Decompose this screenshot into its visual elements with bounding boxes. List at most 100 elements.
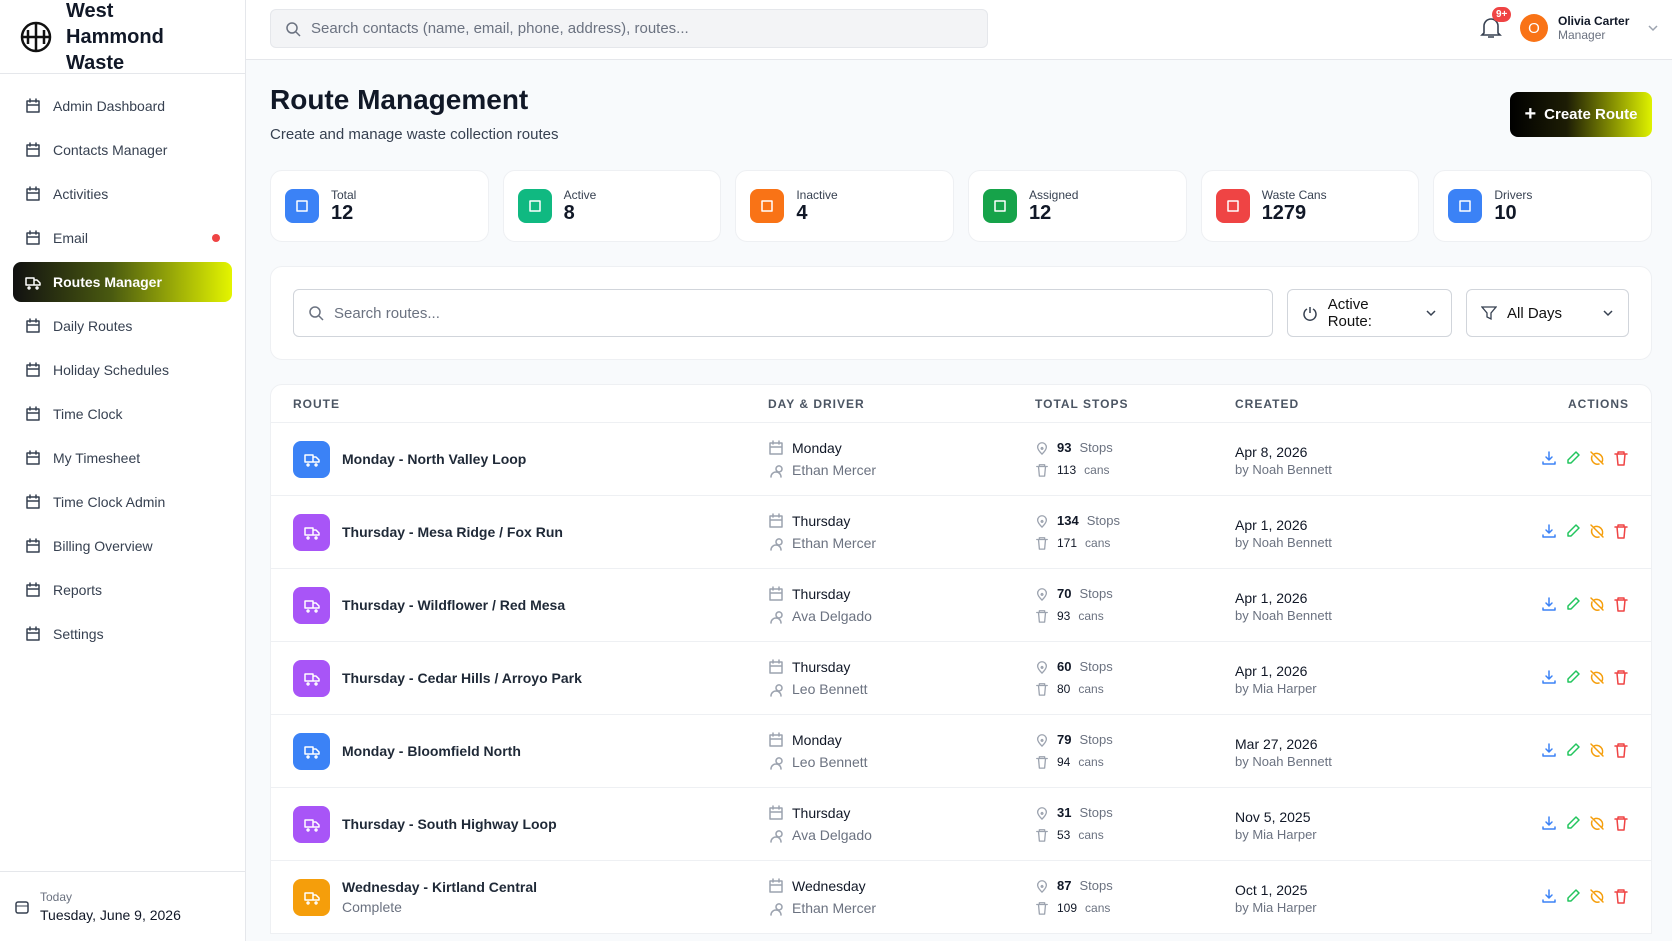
created-by: by Noah Bennett [1235, 753, 1332, 769]
cans-unit: cans [1078, 828, 1104, 842]
nav-item[interactable]: My Timesheet [13, 438, 232, 478]
nav-item[interactable]: Time Clock [13, 394, 232, 434]
download-button[interactable] [1541, 596, 1557, 615]
created-date: Nov 5, 2025 [1235, 808, 1311, 825]
nav-item[interactable]: Admin Dashboard [13, 86, 232, 126]
user-icon [770, 757, 783, 770]
route-name: Thursday - Cedar Hills / Arroyo Park [342, 670, 582, 686]
stops: 93 Stops 113 cans [1035, 437, 1235, 481]
stat-text: Inactive 4 [796, 188, 837, 225]
deactivate-button[interactable] [1589, 596, 1605, 615]
stops-count: 31 [1057, 805, 1072, 820]
download-icon [1542, 742, 1556, 757]
edit-button[interactable] [1565, 888, 1581, 907]
deactivate-icon [1590, 742, 1604, 757]
delete-icon [1614, 523, 1628, 539]
global-search[interactable]: Search contacts (name, email, phone, add… [270, 9, 988, 48]
driver-text: Leo Bennett [792, 681, 868, 697]
route-row: Monday - Bloomfield North Monday Leo Benne… [271, 714, 1651, 787]
cans-line: 53 cans [1035, 824, 1235, 846]
cans-line: 94 cans [1035, 751, 1235, 773]
nav-item[interactable]: Activities [13, 174, 232, 214]
delete-button[interactable] [1613, 450, 1629, 469]
download-button[interactable] [1541, 888, 1557, 907]
created-by: by Noah Bennett [1235, 534, 1332, 550]
route-row: Thursday - Wildflower / Red Mesa Thursday… [271, 568, 1651, 641]
deactivate-button[interactable] [1589, 523, 1605, 542]
delete-button[interactable] [1613, 888, 1629, 907]
can-icon [1036, 610, 1048, 623]
stat-icon [983, 189, 1018, 223]
route-search[interactable]: Search routes... [293, 289, 1273, 337]
edit-button[interactable] [1565, 742, 1581, 761]
nav-item[interactable]: Holiday Schedules [13, 350, 232, 390]
notifications[interactable]: 9+ [1480, 7, 1512, 45]
route-cell: Thursday - South Highway Loop [271, 805, 768, 843]
day-driver: Wednesday Ethan Mercer [768, 875, 1035, 919]
stat-icon [750, 189, 785, 223]
download-icon [1542, 450, 1556, 465]
filter-icon [1481, 306, 1497, 321]
stat-text: Active 8 [564, 188, 597, 225]
user-menu[interactable]: O Olivia Carter Manager [1520, 14, 1659, 42]
stat-label: Active [563, 187, 597, 202]
nav-item[interactable]: Billing Overview [13, 526, 232, 566]
deactivate-button[interactable] [1589, 450, 1605, 469]
download-button[interactable] [1541, 523, 1557, 542]
actions [1465, 742, 1651, 761]
chevron [1648, 25, 1658, 32]
edit-button[interactable] [1565, 450, 1581, 469]
delete-button[interactable] [1613, 523, 1629, 542]
active-filter[interactable]: Active Route: [1287, 289, 1452, 337]
nav-item[interactable]: Settings [13, 614, 232, 654]
stops-line: 31 Stops [1035, 802, 1235, 824]
delete-button[interactable] [1613, 815, 1629, 834]
driver: Leo Bennett [768, 678, 1035, 700]
delete-button[interactable] [1613, 669, 1629, 688]
day: Monday [768, 729, 1035, 751]
nav-item[interactable]: Routes Manager [13, 262, 232, 302]
driver: Ava Delgado [768, 605, 1035, 627]
deactivate-button[interactable] [1589, 815, 1605, 834]
edit-icon [1567, 669, 1580, 683]
download-button[interactable] [1541, 669, 1557, 688]
route-name-wrap: Monday - Bloomfield North [342, 743, 521, 759]
edit-button[interactable] [1565, 523, 1581, 542]
nav-item[interactable]: Daily Routes [13, 306, 232, 346]
edit-button[interactable] [1565, 815, 1581, 834]
avatar: O [1520, 14, 1548, 42]
day-text: Thursday [792, 659, 851, 675]
download-button[interactable] [1541, 815, 1557, 834]
stat-card: Waste Cans 1279 [1200, 170, 1420, 242]
download-button[interactable] [1541, 450, 1557, 469]
stat-label: Total [331, 187, 357, 202]
nav-item[interactable]: Contacts Manager [13, 130, 232, 170]
stats: Total 12 Active 8 Inactive 4 Assigned 12 Waste C… [270, 170, 1653, 242]
created-date: Oct 1, 2025 [1235, 881, 1308, 898]
user-name: Olivia Carter [1558, 14, 1630, 28]
deactivate-button[interactable] [1589, 742, 1605, 761]
download-button[interactable] [1541, 742, 1557, 761]
stops-line: 70 Stops [1035, 583, 1235, 605]
delete-button[interactable] [1613, 742, 1629, 761]
day-text: Thursday [792, 805, 851, 821]
nav-icon [26, 318, 40, 333]
create-route-button[interactable]: + Create Route [1510, 92, 1652, 137]
route-name-wrap: Thursday - Mesa Ridge / Fox Run [342, 524, 563, 540]
nav-item[interactable]: Reports [13, 570, 232, 610]
deactivate-icon [1590, 888, 1604, 903]
route-name: Monday - Bloomfield North [342, 743, 521, 759]
nav-item[interactable]: Time Clock Admin [13, 482, 232, 522]
deactivate-button[interactable] [1589, 888, 1605, 907]
deactivate-button[interactable] [1589, 669, 1605, 688]
day-driver: Thursday Ava Delgado [768, 802, 1035, 846]
edit-button[interactable] [1565, 669, 1581, 688]
edit-button[interactable] [1565, 596, 1581, 615]
delete-button[interactable] [1613, 596, 1629, 615]
search-icon [286, 21, 301, 37]
days-filter[interactable]: All Days [1466, 289, 1629, 337]
nav-item[interactable]: Email [13, 218, 232, 258]
calendar-icon [769, 440, 783, 455]
icon [528, 200, 541, 212]
delete-icon [1614, 888, 1628, 904]
